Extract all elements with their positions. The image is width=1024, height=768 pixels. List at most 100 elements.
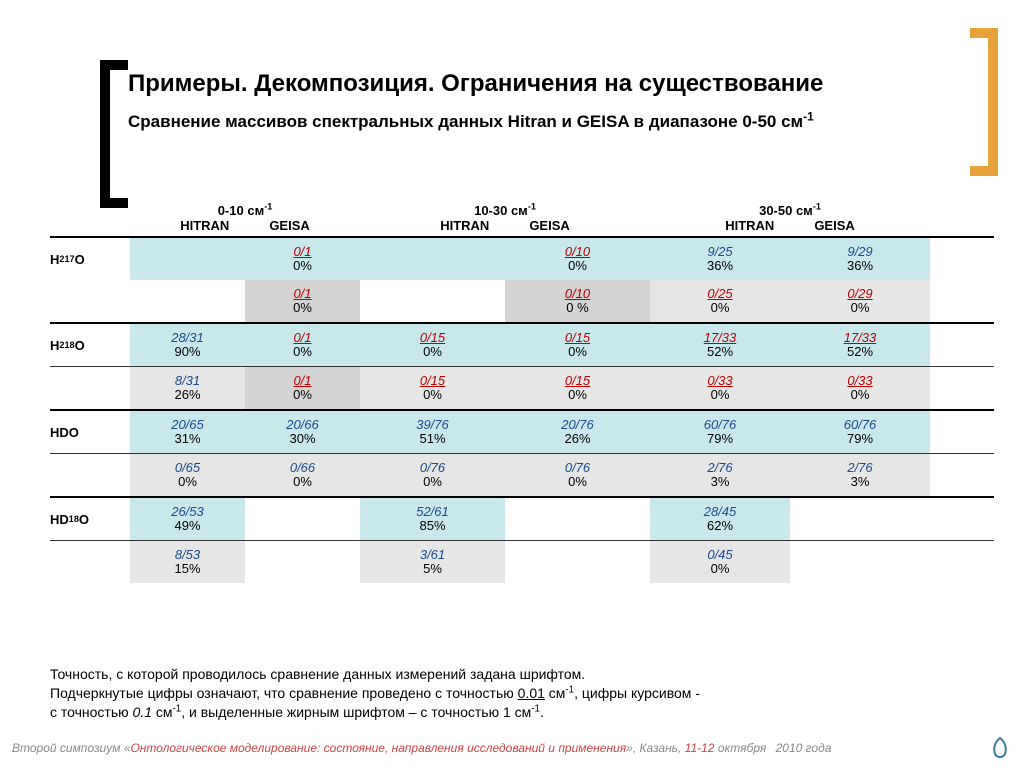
footnotes: Точность, с которой проводилось сравнени… (50, 665, 994, 722)
cell-percent: 0% (293, 259, 312, 273)
cell-fraction: 17/33 (844, 331, 877, 345)
slide-root: Примеры. Декомпозиция. Ограничения на су… (0, 0, 1024, 768)
row-cells: 0/10%0/100%9/2536%9/2936% (130, 238, 994, 280)
cell-percent: 0% (293, 388, 312, 402)
cell-fraction: 9/29 (847, 245, 872, 259)
data-cell (360, 280, 505, 322)
cell-percent: 26% (174, 388, 200, 402)
footer-seg: Второй симпозиум « (12, 741, 130, 755)
note-sup: -1 (531, 703, 540, 714)
cell-fraction: 60/76 (844, 418, 877, 432)
cell-fraction: 0/1 (293, 287, 311, 301)
cell-fraction: 0/10 (565, 245, 590, 259)
cell-percent: 79% (847, 432, 873, 446)
cell-percent: 62% (707, 519, 733, 533)
cell-fraction: 52/61 (416, 505, 449, 519)
species-label (50, 541, 130, 583)
row-cells: 20/6531%20/6630%39/7651%20/7626%60/7679%… (130, 411, 994, 453)
data-cell: 17/3352% (790, 324, 930, 366)
cell-percent: 0% (851, 388, 870, 402)
cell-percent: 5% (423, 562, 442, 576)
cell-fraction: 0/15 (565, 374, 590, 388)
table-row: H217O0/10%0/100%9/2536%9/2936% (50, 236, 994, 280)
species-label: HD18O (50, 498, 130, 540)
cell-percent: 0% (423, 345, 442, 359)
data-cell: 0/150% (360, 324, 505, 366)
row-cells: 28/3190%0/10%0/150%0/150%17/3352%17/3352… (130, 324, 994, 366)
data-cell: 0/250% (650, 280, 790, 322)
logo-icon (988, 736, 1012, 760)
range-header-1: 10-30 см-1 HITRAN GEISA (360, 203, 650, 233)
cell-fraction: 0/10 (565, 287, 590, 301)
cell-percent: 0% (423, 388, 442, 402)
note-sup: -1 (173, 703, 182, 714)
cell-fraction: 9/25 (707, 245, 732, 259)
data-cell: 0/760% (505, 454, 650, 496)
cell-fraction: 0/15 (565, 331, 590, 345)
data-cell: 0/290% (790, 280, 930, 322)
cell-percent: 85% (419, 519, 445, 533)
data-cell: 0/100% (505, 238, 650, 280)
cell-percent: 0% (711, 388, 730, 402)
table-body: H217O0/10%0/100%9/2536%9/2936%0/10%0/100… (50, 236, 994, 583)
cell-percent: 79% (707, 432, 733, 446)
cell-fraction: 26/53 (171, 505, 204, 519)
range-header-0: 0-10 см-1 HITRAN GEISA (130, 203, 360, 233)
data-cell: 8/5315% (130, 541, 245, 583)
close-bracket-decor (970, 28, 998, 176)
footer-seg: октября (714, 741, 769, 755)
cell-fraction: 0/65 (175, 461, 200, 475)
comparison-table: 0-10 см-1 HITRAN GEISA 10-30 см-1 HITRAN… (50, 200, 994, 583)
cell-fraction: 0/1 (293, 374, 311, 388)
data-cell: 0/150% (360, 367, 505, 409)
data-cell (130, 280, 245, 322)
cell-percent: 0% (711, 301, 730, 315)
cell-percent: 0% (293, 345, 312, 359)
cell-percent: 0% (293, 301, 312, 315)
data-cell: 0/650% (130, 454, 245, 496)
data-cell: 0/150% (505, 367, 650, 409)
cell-percent: 0% (293, 475, 312, 489)
table-row: 0/10%0/100 %0/250%0/290% (50, 280, 994, 322)
table-row: HD18O26/5349%52/6185%28/4562% (50, 496, 994, 540)
cell-fraction: 0/33 (847, 374, 872, 388)
data-cell: 0/660% (245, 454, 360, 496)
data-cell (505, 541, 650, 583)
data-cell (790, 498, 930, 540)
table-row: 0/650%0/660%0/760%0/760%2/763%2/763% (50, 453, 994, 496)
data-cell: 2/763% (790, 454, 930, 496)
data-cell (245, 541, 360, 583)
data-cell: 0/10% (245, 324, 360, 366)
species-label (50, 280, 130, 322)
cell-fraction: 28/31 (171, 331, 204, 345)
data-cell: 60/7679% (790, 411, 930, 453)
cell-fraction: 0/29 (847, 287, 872, 301)
title-sub-sup: -1 (803, 109, 814, 123)
row-cells: 8/3126%0/10%0/150%0/150%0/330%0/330% (130, 367, 994, 409)
data-cell (130, 238, 245, 280)
note-text: , цифры курсивом - (574, 685, 700, 701)
footnote-line: с точностью 0.1 см-1, и выделенные жирны… (50, 703, 994, 722)
cell-fraction: 0/76 (420, 461, 445, 475)
note-italic: 0.1 (133, 704, 152, 720)
data-cell (505, 498, 650, 540)
cell-fraction: 0/15 (420, 331, 445, 345)
cell-fraction: 0/33 (707, 374, 732, 388)
cell-percent: 52% (847, 345, 873, 359)
cell-fraction: 20/65 (171, 418, 204, 432)
cell-percent: 3% (711, 475, 730, 489)
db-label: GEISA (814, 218, 854, 233)
cell-fraction: 28/45 (704, 505, 737, 519)
note-text: , и выделенные жирным шрифтом – с точнос… (181, 704, 531, 720)
range-label: 10-30 см (474, 203, 528, 218)
footer-year: 2010 (776, 741, 803, 755)
data-cell: 0/10% (245, 367, 360, 409)
data-cell: 9/2936% (790, 238, 930, 280)
species-label: H217O (50, 238, 130, 280)
cell-fraction: 0/45 (707, 548, 732, 562)
note-text: см (545, 685, 566, 701)
title-main: Примеры. Декомпозиция. Ограничения на су… (128, 70, 964, 98)
data-cell: 17/3352% (650, 324, 790, 366)
cell-fraction: 0/76 (565, 461, 590, 475)
table-row: 8/3126%0/10%0/150%0/150%0/330%0/330% (50, 366, 994, 409)
